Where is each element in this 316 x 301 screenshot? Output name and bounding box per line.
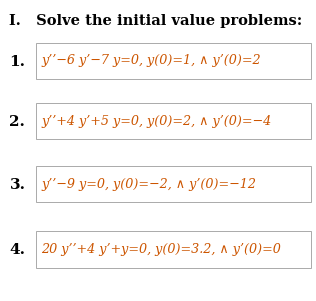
Text: 1.: 1. bbox=[9, 55, 26, 69]
Text: 3.: 3. bbox=[9, 178, 26, 192]
Text: y’’−6 y’−7 y=0, y(0)=1, ∧ y’(0)=2: y’’−6 y’−7 y=0, y(0)=1, ∧ y’(0)=2 bbox=[41, 54, 261, 67]
Text: 4.: 4. bbox=[9, 244, 26, 257]
Text: 2.: 2. bbox=[9, 115, 25, 129]
Bar bbox=[36, 103, 311, 139]
Text: I.   Solve the initial value problems:: I. Solve the initial value problems: bbox=[9, 14, 303, 28]
Text: y’’−9 y=0, y(0)=−2, ∧ y’(0)=−12: y’’−9 y=0, y(0)=−2, ∧ y’(0)=−12 bbox=[41, 178, 256, 191]
Bar bbox=[36, 43, 311, 79]
Bar bbox=[36, 166, 311, 202]
Text: 20 y’’+4 y’+y=0, y(0)=3.2, ∧ y’(0)=0: 20 y’’+4 y’+y=0, y(0)=3.2, ∧ y’(0)=0 bbox=[41, 243, 281, 256]
Text: y’’+4 y’+5 y=0, y(0)=2, ∧ y’(0)=−4: y’’+4 y’+5 y=0, y(0)=2, ∧ y’(0)=−4 bbox=[41, 114, 271, 128]
Bar bbox=[36, 231, 311, 268]
